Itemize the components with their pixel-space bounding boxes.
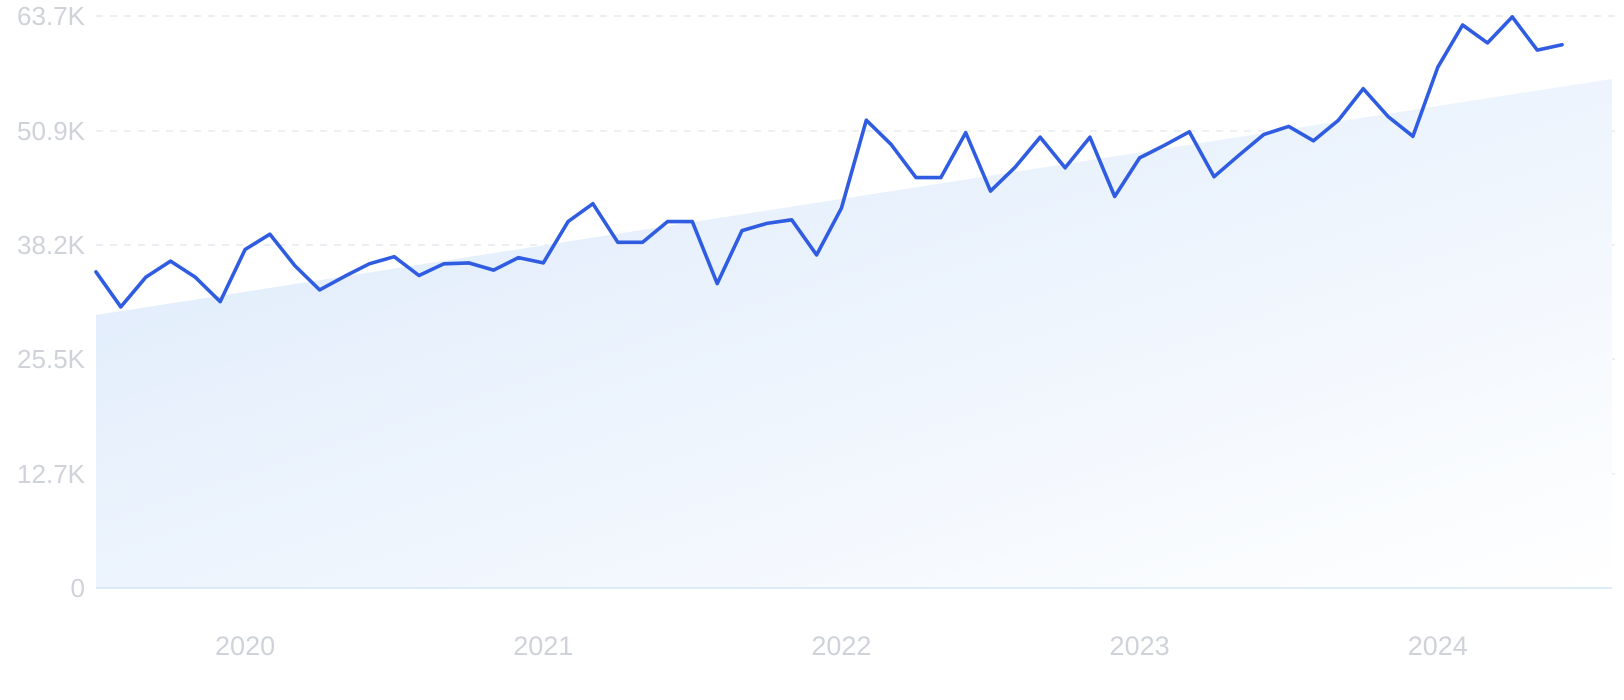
data-point (392, 255, 396, 259)
data-point (939, 175, 943, 179)
data-point (988, 189, 992, 193)
data-point (1113, 194, 1117, 198)
data-point (839, 206, 843, 210)
data-point (1386, 114, 1390, 118)
data-point (1460, 23, 1464, 27)
data-point (491, 268, 495, 272)
data-point (1535, 48, 1539, 52)
data-point (417, 273, 421, 277)
data-point (467, 261, 471, 265)
data-point (293, 263, 297, 267)
data-point (193, 275, 197, 279)
data-point (1510, 15, 1514, 19)
data-point (1311, 139, 1315, 143)
trend-area-fill (96, 78, 1612, 588)
data-point (168, 259, 172, 263)
data-point (1237, 153, 1241, 157)
data-point (94, 270, 98, 274)
data-point (1560, 43, 1564, 47)
data-point (1436, 65, 1440, 69)
x-tick-label: 2022 (811, 631, 871, 661)
y-tick-label: 63.7K (17, 1, 86, 31)
data-point (864, 118, 868, 122)
y-tick-label: 25.5K (17, 344, 86, 374)
data-point (1162, 143, 1166, 147)
data-point (268, 232, 272, 236)
data-point (1287, 124, 1291, 128)
data-point (1063, 166, 1067, 170)
data-point (964, 131, 968, 135)
data-point (566, 219, 570, 223)
data-point (1137, 156, 1141, 160)
data-point (889, 142, 893, 146)
data-point (516, 255, 520, 259)
x-axis-ticks: 2020 2021 2022 2023 2024 (215, 631, 1468, 661)
data-point (1336, 118, 1340, 122)
data-point (665, 219, 669, 223)
data-point (541, 261, 545, 265)
x-tick-label: 2021 (513, 631, 573, 661)
y-tick-label: 50.9K (17, 116, 86, 146)
x-tick-label: 2020 (215, 631, 275, 661)
y-tick-label: 38.2K (17, 230, 86, 260)
data-point (1485, 41, 1489, 45)
data-point (1361, 87, 1365, 91)
data-point (591, 202, 595, 206)
data-point (814, 253, 818, 257)
data-point (640, 240, 644, 244)
data-point (740, 228, 744, 232)
data-point (914, 175, 918, 179)
trend-area (96, 78, 1612, 588)
y-tick-label: 0 (71, 573, 85, 603)
x-tick-label: 2024 (1408, 631, 1468, 661)
series-line (94, 15, 1564, 309)
data-point (690, 219, 694, 223)
data-point (1212, 175, 1216, 179)
series-line-path (94, 15, 1564, 309)
data-point (1262, 132, 1266, 136)
data-point (715, 281, 719, 285)
data-point (119, 305, 123, 309)
data-point (1187, 130, 1191, 134)
data-point (1013, 165, 1017, 169)
y-axis-ticks: 0 12.7K 25.5K 38.2K 50.9K 63.7K (17, 1, 86, 603)
data-point (1038, 135, 1042, 139)
data-point (1411, 134, 1415, 138)
data-point (442, 262, 446, 266)
data-point (342, 274, 346, 278)
data-point (1088, 135, 1092, 139)
data-point (616, 240, 620, 244)
data-point (144, 275, 148, 279)
data-point (243, 247, 247, 251)
y-tick-label: 12.7K (17, 459, 86, 489)
x-tick-label: 2023 (1110, 631, 1170, 661)
data-point (765, 221, 769, 225)
data-point (790, 218, 794, 222)
data-point (367, 262, 371, 266)
data-point (317, 288, 321, 292)
data-point (218, 299, 222, 303)
